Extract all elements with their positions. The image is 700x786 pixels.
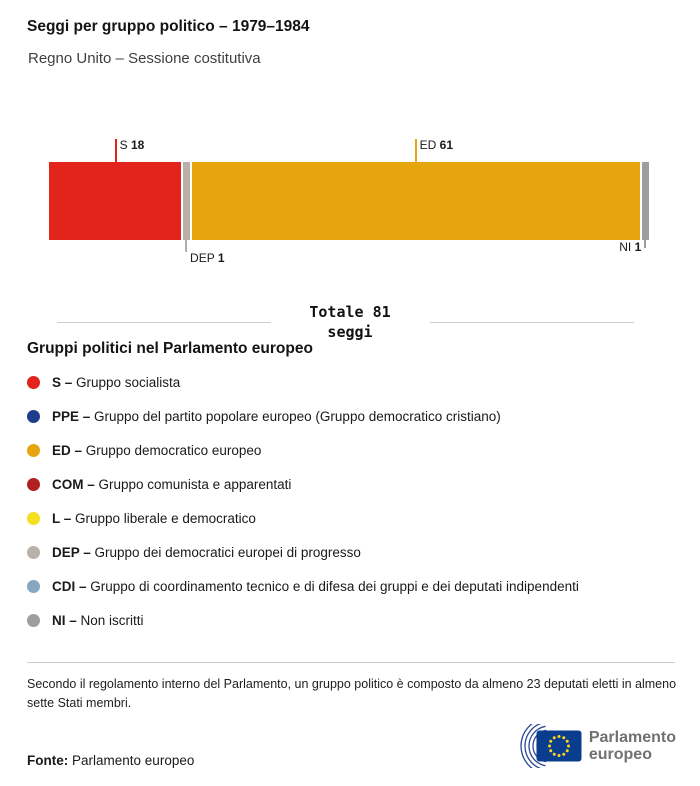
legend-label: ED – Gruppo democratico europeo	[52, 442, 262, 458]
legend-item-cdi: CDI – Gruppo di coordinamento tecnico e …	[27, 569, 677, 603]
total-divider-left	[57, 322, 271, 323]
source-label: Fonte:	[27, 753, 69, 768]
legend-items: S – Gruppo socialista PPE – Gruppo del pa…	[27, 365, 677, 637]
page-subtitle: Regno Unito – Sessione costitutiva	[28, 50, 261, 67]
legend: Gruppi politici nel Parlamento europeo S…	[27, 340, 677, 637]
segment-label-ed: ED 61	[419, 138, 454, 152]
legend-dot	[27, 443, 40, 457]
logo-text: Parlamento europeo	[589, 729, 676, 764]
legend-dot	[27, 613, 40, 627]
callout-line-ed	[414, 139, 417, 162]
legend-label: S – Gruppo socialista	[52, 374, 181, 390]
legend-item-s: S – Gruppo socialista	[27, 365, 677, 399]
total-divider-right	[430, 322, 634, 323]
page-title: Seggi per gruppo politico – 1979–1984	[27, 18, 310, 35]
source-value: Parlamento europeo	[72, 753, 195, 768]
footnote-divider	[27, 662, 675, 663]
european-parliament-logo-mark	[520, 724, 582, 768]
legend-dot	[27, 579, 40, 593]
logo-text-line1: Parlamento	[588, 728, 676, 746]
seat-chart: S 18 DEP 1 ED 61 NI 1	[49, 138, 649, 272]
legend-title: Gruppi politici nel Parlamento europeo	[27, 340, 313, 357]
bar-segment-dep[interactable]	[183, 162, 191, 240]
segment-label-dep: DEP 1	[190, 251, 225, 265]
legend-item-l: L – Gruppo liberale e democratico	[27, 501, 677, 535]
total-sublabel: seggi	[327, 322, 373, 341]
total-seats: Totale 81 seggi	[0, 303, 700, 342]
legend-item-dep: DEP – Gruppo dei democratici europei di …	[27, 535, 677, 569]
callout-line-dep	[185, 240, 188, 252]
legend-item-ed: ED – Gruppo democratico europeo	[27, 433, 677, 467]
european-parliament-logo: Parlamento europeo	[515, 724, 676, 768]
legend-label: DEP – Gruppo dei democratici europei di …	[52, 544, 361, 560]
legend-dot	[27, 545, 40, 559]
segment-label-s: S 18	[119, 138, 145, 152]
legend-dot	[27, 511, 40, 525]
callout-line-s	[114, 139, 117, 162]
legend-dot	[27, 477, 40, 491]
stacked-bar	[49, 162, 649, 240]
legend-dot	[27, 409, 40, 423]
legend-item-ni: NI – Non iscritti	[27, 603, 677, 637]
legend-item-com: COM – Gruppo comunista e apparentati	[27, 467, 677, 501]
source-line: Fonte: Parlamento europeo	[27, 753, 194, 768]
logo-text-line2: europeo	[588, 746, 652, 763]
legend-label: COM – Gruppo comunista e apparentati	[52, 476, 292, 492]
legend-label: PPE – Gruppo del partito popolare europe…	[52, 408, 501, 424]
bar-segment-ed[interactable]	[192, 162, 640, 240]
legend-label: NI – Non iscritti	[52, 612, 144, 628]
bar-segment-ni[interactable]	[641, 162, 649, 240]
total-label: Totale 81	[309, 303, 391, 321]
legend-dot	[27, 375, 40, 389]
legend-label: CDI – Gruppo di coordinamento tecnico e …	[52, 578, 579, 594]
bar-segment-s[interactable]	[49, 162, 181, 240]
legend-item-ppe: PPE – Gruppo del partito popolare europe…	[27, 399, 677, 433]
callout-line-ni	[644, 240, 647, 248]
legend-label: L – Gruppo liberale e democratico	[52, 510, 256, 526]
segment-label-ni: NI 1	[619, 240, 642, 254]
footnote: Secondo il regolamento interno del Parla…	[27, 677, 677, 711]
